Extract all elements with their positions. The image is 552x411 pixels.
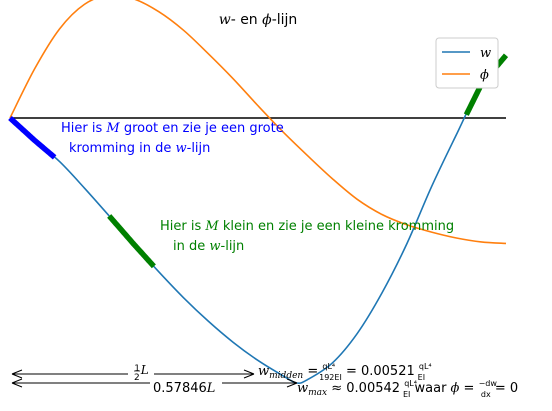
arrowhead-half-L-left: [11, 369, 23, 379]
legend: w ϕ: [435, 37, 499, 89]
half-L-label-bg: [128, 359, 154, 381]
chart-title: w- en ϕ-lijn: [219, 12, 298, 28]
series-line-w: [9, 54, 507, 385]
legend-label-phi: ϕ: [480, 68, 489, 83]
arrowhead-half-L-right: [243, 369, 255, 379]
annotation-green-line1: Hier is M klein en zie je een kleine kro…: [160, 219, 454, 234]
annotation-blue-line1: Hier is M groot en zie je een grote: [61, 121, 284, 136]
arrowhead-max-left: [11, 378, 23, 388]
formula-w-max: wmax ≈ 0.00542 qL⁴ EI waar ϕ = −dw dx = 0: [297, 379, 518, 401]
series-line-phi: [9, 0, 507, 245]
max-length-label-bg: [150, 378, 222, 396]
legend-box: [435, 37, 499, 89]
max-length-label: 0.57846L: [153, 381, 215, 396]
highlight-blue-large-curvature: [8, 115, 57, 160]
annotation-blue-line2: kromming in de w-lijn: [69, 141, 210, 156]
formula-w-midden: wmidden = qL⁴ 192EI = 0.00521 qL⁴ EI: [258, 362, 432, 384]
half-L-label: 1 2L: [134, 363, 149, 383]
highlight-green-small-curvature-left: [107, 214, 156, 269]
legend-label-w: w: [480, 46, 491, 61]
annotation-green-line2: in de w-lijn: [173, 239, 244, 254]
arrowhead-max-right: [286, 378, 298, 388]
